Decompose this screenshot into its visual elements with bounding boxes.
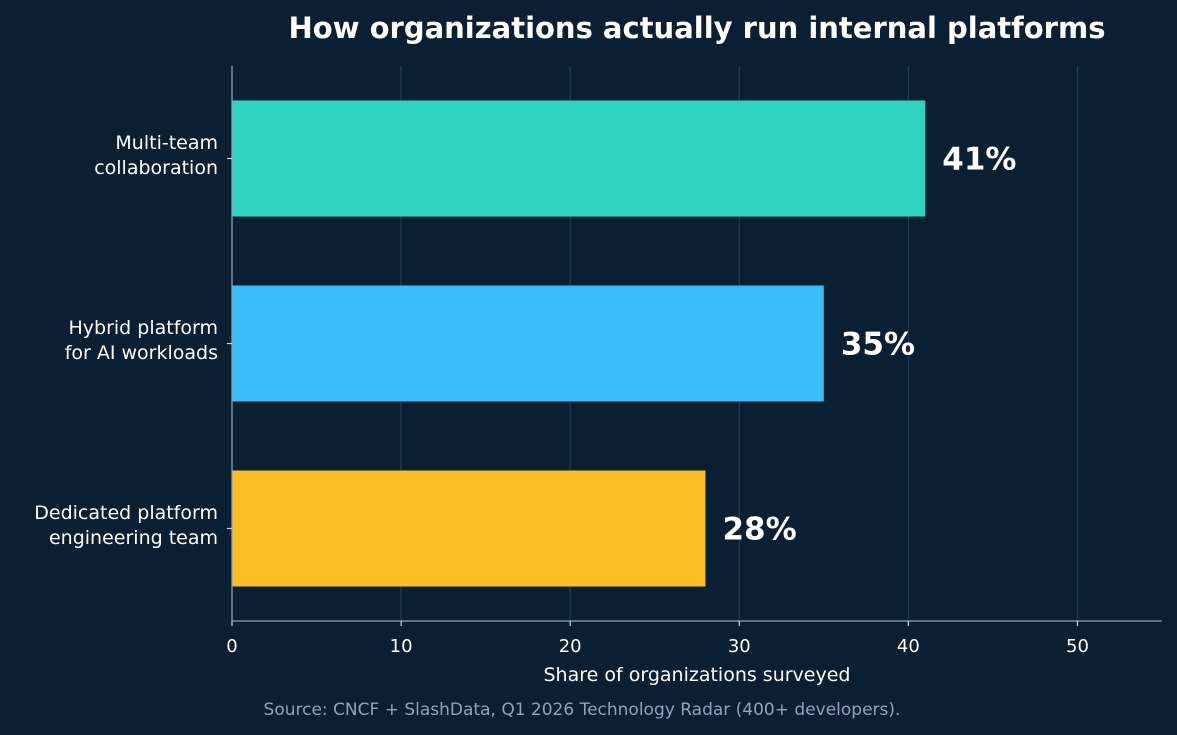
x-tick-label: 20	[559, 636, 582, 657]
bar	[232, 470, 706, 587]
y-tick-label: Hybrid platform for AI workloads	[65, 317, 218, 364]
bar	[232, 285, 824, 402]
bar-value-label: 28%	[722, 512, 796, 548]
chart-title: How organizations actually run internal …	[289, 11, 1106, 45]
x-tick-label: 40	[897, 636, 920, 657]
bar	[232, 100, 926, 217]
source-note: Source: CNCF + SlashData, Q1 2026 Techno…	[264, 700, 901, 720]
x-tick-label: 10	[390, 636, 413, 657]
x-axis-label: Share of organizations surveyed	[544, 664, 851, 686]
bars	[232, 100, 926, 587]
y-tick-label: Multi-team collaboration	[94, 132, 218, 179]
x-tick-label: 0	[226, 636, 237, 657]
y-tick-labels: Multi-team collaboration Hybrid platform fo…	[34, 132, 232, 549]
x-tick-label: 30	[728, 636, 751, 657]
x-tick-label: 50	[1066, 636, 1089, 657]
bar-data-labels: 41% 35% 28%	[722, 142, 1016, 548]
bar-value-label: 35%	[841, 327, 915, 363]
y-tick-label: Dedicated platform engineering team	[34, 502, 218, 549]
bar-value-label: 41%	[942, 142, 1016, 178]
x-tick-labels: 0 10 20 30 40 50	[226, 621, 1089, 657]
